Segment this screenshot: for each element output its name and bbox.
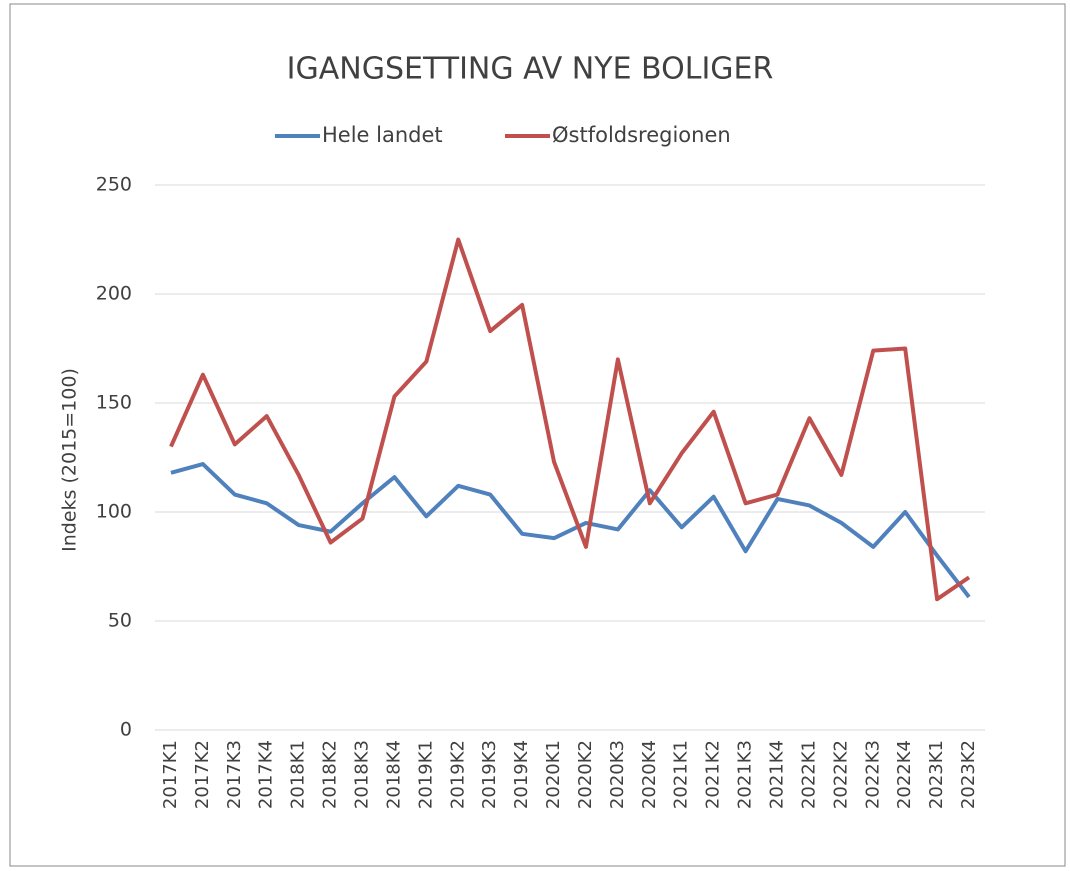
y-tick-label: 50 bbox=[108, 610, 132, 632]
x-tick-label: 2021K3 bbox=[735, 740, 756, 809]
x-tick-label: 2021K4 bbox=[767, 740, 788, 809]
x-tick-label: 2018K2 bbox=[320, 740, 341, 809]
y-tick-label: 0 bbox=[120, 719, 132, 741]
x-tick-label: 2020K3 bbox=[607, 740, 628, 809]
x-tick-label: 2019K3 bbox=[479, 740, 500, 809]
x-tick-label: 2018K1 bbox=[288, 740, 309, 809]
x-tick-label: 2020K2 bbox=[575, 740, 596, 809]
y-tick-label: 200 bbox=[96, 283, 132, 305]
x-tick-label: 2020K4 bbox=[639, 740, 660, 809]
x-tick-label: 2018K4 bbox=[383, 740, 404, 809]
legend-label: Østfoldsregionen bbox=[552, 123, 731, 147]
x-tick-label: 2021K1 bbox=[671, 740, 692, 809]
x-tick-label: 2019K4 bbox=[511, 740, 532, 809]
x-tick-label: 2023K2 bbox=[958, 740, 979, 809]
x-tick-label: 2019K1 bbox=[415, 740, 436, 809]
x-tick-label: 2022K3 bbox=[862, 740, 883, 809]
x-tick-label: 2019K2 bbox=[447, 740, 468, 809]
y-tick-label: 150 bbox=[96, 392, 132, 414]
x-tick-label: 2021K2 bbox=[703, 740, 724, 809]
y-tick-label: 250 bbox=[96, 174, 132, 196]
x-tick-label: 2023K1 bbox=[926, 740, 947, 809]
x-tick-label: 2018K3 bbox=[352, 740, 373, 809]
chart-frame bbox=[9, 3, 1066, 867]
chart-title: IGANGSETTING AV NYE BOLIGER bbox=[287, 52, 774, 87]
line-series bbox=[170, 462, 971, 599]
x-tick-label: 2017K3 bbox=[224, 740, 245, 809]
x-tick-label: 2022K4 bbox=[894, 740, 915, 809]
x-tick-label: 2017K1 bbox=[160, 740, 181, 809]
legend-label: Hele landet bbox=[322, 123, 443, 147]
x-tick-label: 2022K1 bbox=[798, 740, 819, 809]
x-tick-label: 2017K2 bbox=[192, 740, 213, 809]
x-tick-label: 2022K2 bbox=[830, 740, 851, 809]
x-tick-label: 2017K4 bbox=[256, 740, 277, 809]
x-tick-label: 2020K1 bbox=[543, 740, 564, 809]
y-tick-label: 100 bbox=[96, 501, 132, 523]
line-series bbox=[169, 237, 971, 602]
y-axis-label: Indeks (2015=100) bbox=[59, 368, 81, 552]
